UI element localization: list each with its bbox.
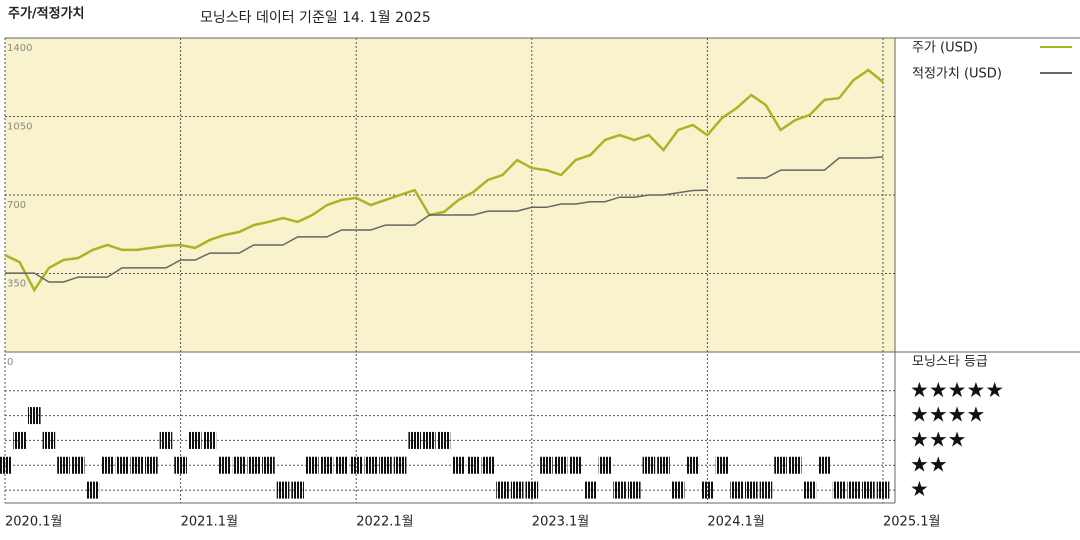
rating-mark bbox=[584, 481, 597, 499]
rating-mark bbox=[627, 481, 641, 499]
rating-mark bbox=[379, 456, 392, 474]
rating-mark bbox=[145, 456, 158, 474]
rating-label: ★★★ bbox=[910, 427, 966, 451]
rating-title: 모닝스타 등급 bbox=[912, 355, 988, 370]
rating-mark bbox=[540, 456, 553, 474]
rating-mark bbox=[481, 456, 495, 474]
x-tick-label: 2020.1월 bbox=[5, 515, 62, 530]
rating-mark bbox=[262, 456, 275, 474]
rating-mark bbox=[774, 456, 787, 474]
legend-label: 주가 (USD) bbox=[912, 41, 978, 56]
rating-mark bbox=[305, 456, 319, 474]
rating-mark bbox=[0, 456, 12, 474]
rating-mark bbox=[642, 456, 656, 474]
rating-mark bbox=[27, 407, 41, 425]
rating-mark bbox=[803, 481, 817, 499]
rating-mark bbox=[101, 456, 114, 474]
rating-mark bbox=[598, 456, 612, 474]
x-tick-label: 2023.1월 bbox=[532, 515, 589, 530]
rating-mark bbox=[876, 481, 890, 499]
x-tick-label: 2021.1월 bbox=[181, 515, 238, 530]
rating-mark bbox=[744, 481, 758, 499]
rating-mark bbox=[847, 481, 861, 499]
rating-mark bbox=[364, 456, 378, 474]
rating-mark bbox=[715, 456, 729, 474]
rating-mark bbox=[818, 456, 831, 474]
rating-mark bbox=[862, 481, 875, 499]
rating-mark bbox=[159, 431, 173, 449]
rating-mark bbox=[657, 456, 670, 474]
rating-mark bbox=[218, 456, 231, 474]
rating-mark bbox=[701, 481, 714, 499]
rating-mark bbox=[788, 456, 802, 474]
rating-mark bbox=[613, 481, 626, 499]
y-tick-label: 0 bbox=[7, 357, 13, 368]
rating-mark bbox=[510, 481, 524, 499]
x-tick-label: 2022.1월 bbox=[356, 515, 413, 530]
legend-label: 적정가치 (USD) bbox=[912, 67, 1002, 82]
rating-mark bbox=[335, 456, 348, 474]
rating-label: ★ bbox=[910, 477, 929, 501]
x-tick-label: 2025.1월 bbox=[883, 515, 940, 530]
rating-mark bbox=[671, 481, 685, 499]
rating-label: ★★★★★ bbox=[910, 378, 1004, 402]
rating-mark bbox=[730, 481, 743, 499]
rating-mark bbox=[232, 456, 246, 474]
rating-mark bbox=[13, 431, 26, 449]
rating-mark bbox=[466, 456, 480, 474]
rating-mark bbox=[115, 456, 129, 474]
rating-mark bbox=[349, 456, 363, 474]
rating-mark bbox=[452, 456, 465, 474]
rating-mark bbox=[408, 431, 422, 449]
rating-mark bbox=[130, 456, 144, 474]
rating-mark bbox=[247, 456, 261, 474]
rating-mark bbox=[686, 456, 700, 474]
rating-mark bbox=[276, 481, 290, 499]
rating-mark bbox=[291, 481, 304, 499]
rating-mark bbox=[42, 431, 56, 449]
rating-mark bbox=[423, 431, 436, 449]
rating-mark bbox=[437, 431, 451, 449]
y-tick-label: 700 bbox=[7, 200, 26, 211]
y-tick-label: 1050 bbox=[7, 122, 32, 133]
rating-mark bbox=[496, 481, 509, 499]
rating-mark bbox=[525, 481, 539, 499]
rating-mark bbox=[759, 481, 773, 499]
rating-label: ★★ bbox=[910, 452, 948, 476]
rating-label: ★★★★ bbox=[910, 403, 985, 427]
rating-mark bbox=[174, 456, 187, 474]
rating-mark bbox=[71, 456, 85, 474]
rating-mark bbox=[188, 431, 202, 449]
y-tick-label: 1400 bbox=[7, 43, 32, 54]
chart-subtitle: 모닝스타 데이터 기준일 14. 1월 2025 bbox=[200, 10, 431, 26]
series-line bbox=[4, 68, 884, 293]
chart-title: 주가/적정가치 bbox=[8, 6, 85, 22]
rating-mark bbox=[393, 456, 407, 474]
series-line bbox=[5, 156, 884, 283]
rating-mark bbox=[554, 456, 568, 474]
x-tick-label: 2024.1월 bbox=[707, 515, 764, 530]
rating-mark bbox=[86, 481, 100, 499]
rating-mark bbox=[569, 456, 583, 474]
rating-mark bbox=[320, 456, 334, 474]
rating-mark bbox=[832, 481, 846, 499]
y-tick-label: 350 bbox=[7, 279, 26, 290]
rating-mark bbox=[203, 431, 217, 449]
rating-mark bbox=[57, 456, 70, 474]
